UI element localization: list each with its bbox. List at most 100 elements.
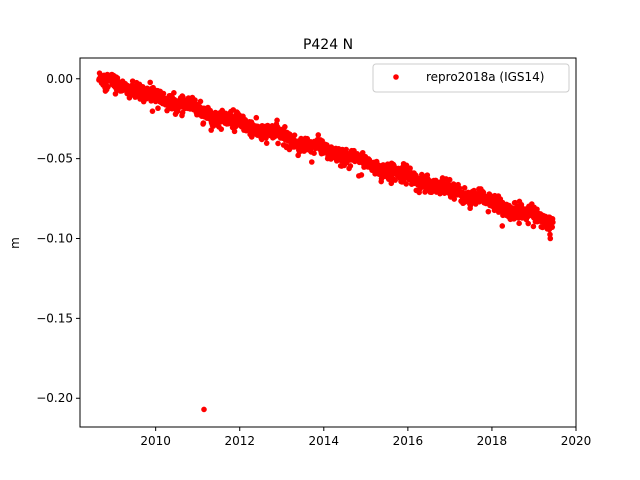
data-point bbox=[516, 220, 522, 227]
data-point bbox=[253, 127, 260, 133]
data-point bbox=[211, 114, 218, 120]
data-point bbox=[171, 90, 177, 96]
data-point bbox=[499, 223, 506, 229]
data-point bbox=[105, 83, 111, 90]
data-point bbox=[169, 98, 176, 104]
x-tick-label: 2018 bbox=[477, 434, 508, 448]
data-point bbox=[228, 119, 235, 125]
y-tick-label: −0.10 bbox=[36, 232, 73, 246]
data-point bbox=[421, 179, 428, 186]
data-point bbox=[144, 90, 151, 96]
data-point bbox=[480, 189, 487, 196]
data-point bbox=[489, 200, 495, 207]
data-point bbox=[539, 216, 546, 223]
data-point bbox=[200, 120, 207, 126]
data-point bbox=[455, 189, 462, 195]
data-point bbox=[263, 135, 269, 141]
data-point bbox=[413, 176, 420, 183]
data-point bbox=[274, 117, 280, 124]
data-point bbox=[388, 168, 394, 175]
data-point bbox=[155, 105, 161, 112]
data-point bbox=[354, 157, 361, 164]
data-point bbox=[396, 173, 403, 180]
data-point bbox=[531, 213, 537, 219]
data-point bbox=[236, 122, 243, 128]
data-point bbox=[530, 223, 537, 230]
outlier-point bbox=[201, 406, 207, 413]
data-point bbox=[287, 136, 293, 143]
x-axis: 2010 2012 2014 2016 2018 2020 bbox=[140, 427, 591, 448]
y-tick-label: −0.05 bbox=[36, 152, 73, 166]
data-point bbox=[379, 165, 386, 172]
data-point bbox=[447, 186, 453, 192]
data-point bbox=[514, 208, 520, 215]
data-point bbox=[192, 97, 198, 103]
data-point bbox=[291, 132, 298, 138]
data-point bbox=[178, 101, 184, 108]
data-point bbox=[127, 83, 134, 90]
x-tick-label: 2012 bbox=[224, 434, 255, 448]
data-point bbox=[463, 190, 470, 197]
data-point bbox=[106, 74, 113, 80]
legend-marker bbox=[393, 74, 399, 80]
data-point bbox=[149, 108, 156, 114]
data-point bbox=[497, 202, 504, 208]
data-point bbox=[295, 138, 302, 144]
legend-label: repro2018a (IGS14) bbox=[426, 70, 544, 84]
data-point bbox=[549, 224, 556, 230]
data-point bbox=[231, 128, 238, 135]
data-point bbox=[161, 95, 167, 101]
data-point bbox=[485, 208, 492, 215]
data-point bbox=[430, 181, 436, 187]
data-point bbox=[218, 126, 225, 132]
data-point bbox=[275, 140, 281, 147]
y-tick-label: −0.20 bbox=[36, 391, 73, 405]
y-axis: 0.00 −0.05 −0.10 −0.15 −0.20 bbox=[36, 72, 80, 405]
data-point bbox=[98, 77, 104, 84]
data-point bbox=[194, 104, 201, 111]
data-point bbox=[262, 128, 268, 135]
data-point bbox=[337, 151, 344, 157]
y-axis-label: m bbox=[8, 237, 22, 249]
data-point bbox=[245, 125, 251, 132]
data-point bbox=[525, 220, 532, 227]
data-point bbox=[451, 196, 458, 202]
data-point bbox=[253, 114, 260, 121]
data-point bbox=[403, 181, 410, 187]
x-tick-label: 2010 bbox=[140, 434, 171, 448]
plot-area-frame bbox=[79, 57, 577, 428]
data-point bbox=[197, 98, 204, 105]
data-point bbox=[152, 93, 159, 100]
data-point bbox=[220, 117, 226, 124]
data-point bbox=[147, 79, 153, 86]
data-point bbox=[405, 175, 411, 181]
data-point bbox=[392, 177, 398, 183]
data-point bbox=[388, 180, 395, 187]
data-point bbox=[512, 199, 519, 206]
data-point bbox=[358, 172, 365, 178]
data-point bbox=[446, 176, 453, 183]
data-point bbox=[232, 123, 239, 130]
data-point bbox=[311, 150, 317, 156]
data-point bbox=[461, 185, 468, 191]
data-point bbox=[505, 205, 512, 211]
data-point bbox=[522, 211, 529, 218]
data-point bbox=[347, 163, 354, 169]
data-point bbox=[263, 140, 270, 146]
data-point bbox=[270, 131, 277, 138]
data-point bbox=[304, 141, 310, 148]
x-tick-label: 2020 bbox=[561, 434, 592, 448]
data-point bbox=[472, 194, 478, 200]
data-point bbox=[278, 135, 285, 141]
data-point bbox=[363, 160, 369, 167]
data-point bbox=[547, 235, 554, 242]
data-point bbox=[547, 231, 553, 238]
data-point bbox=[186, 104, 193, 111]
data-point bbox=[119, 79, 125, 85]
data-point bbox=[320, 146, 327, 152]
y-tick-label: 0.00 bbox=[46, 72, 73, 86]
data-point bbox=[179, 109, 186, 116]
data-point bbox=[203, 111, 209, 117]
legend: repro2018a (IGS14) bbox=[372, 63, 570, 93]
